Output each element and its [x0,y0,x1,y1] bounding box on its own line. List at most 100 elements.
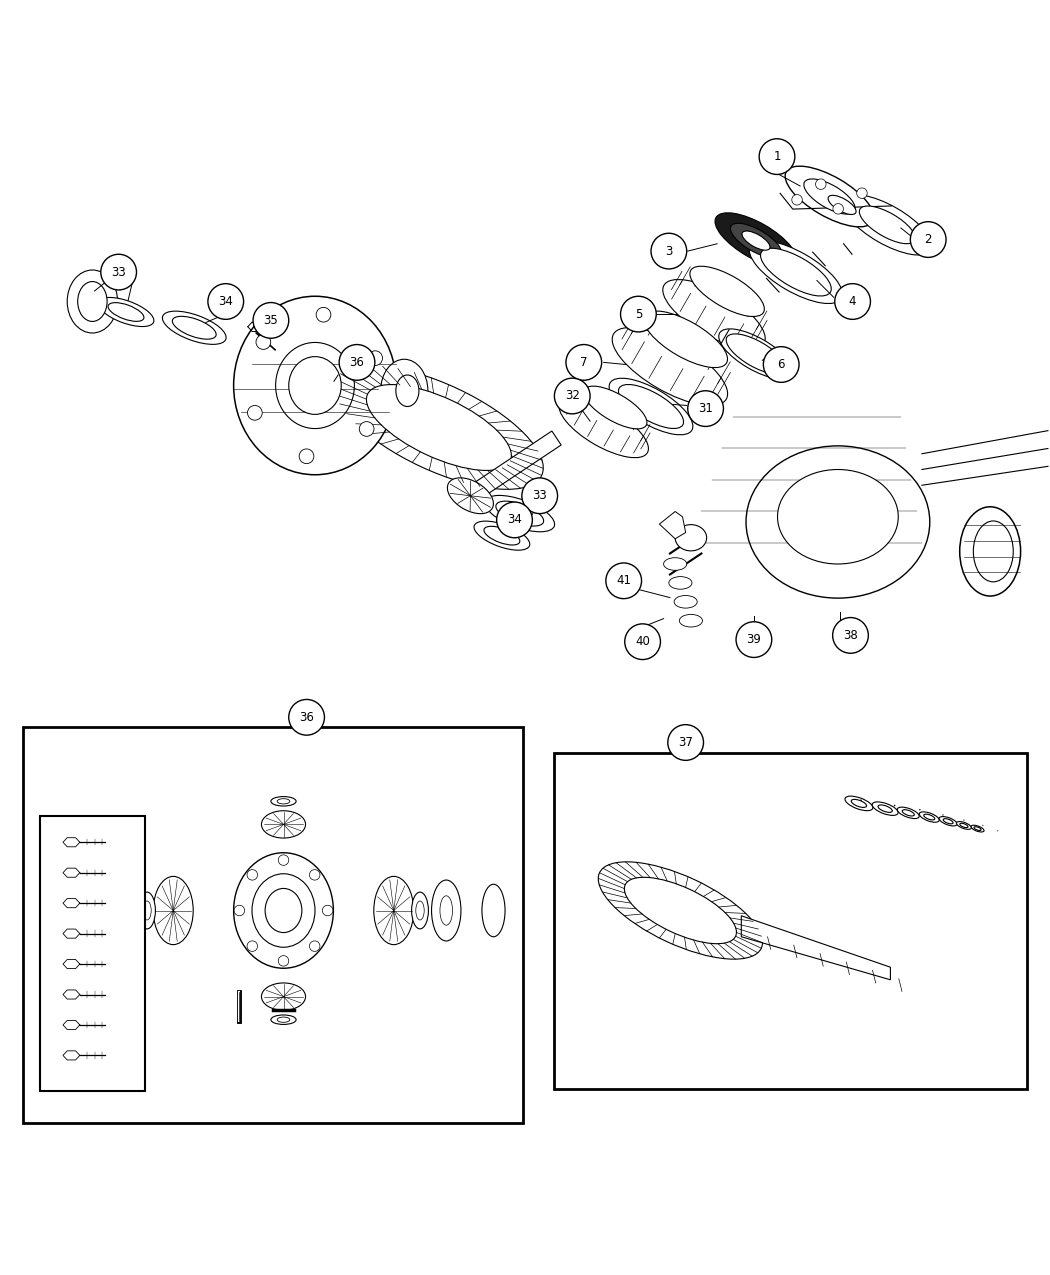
Ellipse shape [108,302,144,321]
Ellipse shape [878,805,892,812]
Circle shape [289,700,324,736]
Circle shape [759,139,795,175]
Polygon shape [659,511,686,539]
Text: 31: 31 [698,402,713,416]
Ellipse shape [496,501,544,527]
Text: 36: 36 [299,710,314,724]
Ellipse shape [271,1015,296,1024]
Ellipse shape [485,496,554,532]
Text: 1: 1 [773,150,781,163]
Circle shape [208,283,244,319]
Text: 3: 3 [665,245,673,258]
Ellipse shape [335,366,543,490]
Ellipse shape [747,446,930,598]
Ellipse shape [974,826,981,830]
Ellipse shape [98,297,154,326]
Circle shape [359,422,374,436]
Ellipse shape [517,505,533,516]
Polygon shape [63,929,80,938]
Ellipse shape [374,876,414,945]
Ellipse shape [750,241,842,303]
Circle shape [101,254,136,289]
Text: 36: 36 [350,356,364,368]
Ellipse shape [233,296,397,474]
Ellipse shape [785,166,874,227]
Polygon shape [63,868,80,877]
Ellipse shape [663,279,765,348]
Ellipse shape [366,385,511,470]
Ellipse shape [804,179,855,214]
Text: 40: 40 [635,635,650,648]
Ellipse shape [664,557,687,570]
Ellipse shape [973,521,1013,581]
Ellipse shape [924,815,934,820]
Ellipse shape [584,386,647,428]
Ellipse shape [644,311,728,367]
Circle shape [248,405,262,421]
Circle shape [310,870,320,880]
Ellipse shape [957,821,971,829]
Circle shape [310,941,320,951]
Ellipse shape [163,311,226,344]
Circle shape [688,390,723,426]
Circle shape [316,307,331,323]
Circle shape [833,617,868,653]
Circle shape [497,502,532,538]
Text: 4: 4 [848,295,857,309]
Circle shape [247,870,257,880]
Ellipse shape [67,270,118,333]
Ellipse shape [873,802,898,816]
Ellipse shape [396,375,419,407]
Circle shape [322,905,333,915]
Text: 34: 34 [507,514,522,527]
Circle shape [278,956,289,966]
Circle shape [763,347,799,382]
FancyBboxPatch shape [554,754,1027,1089]
Text: 33: 33 [532,490,547,502]
Circle shape [833,204,843,214]
Ellipse shape [416,901,424,921]
Polygon shape [470,431,561,500]
Circle shape [816,179,826,190]
Polygon shape [741,915,890,979]
Ellipse shape [612,328,728,405]
Text: 33: 33 [111,265,126,279]
Ellipse shape [943,819,953,824]
Text: 5: 5 [634,307,643,320]
Ellipse shape [126,900,132,921]
FancyBboxPatch shape [40,816,145,1091]
Ellipse shape [275,343,355,428]
Circle shape [299,449,314,464]
Circle shape [234,905,245,915]
Ellipse shape [960,824,968,827]
Ellipse shape [277,798,290,805]
Text: 2: 2 [924,233,932,246]
Ellipse shape [432,880,461,941]
Circle shape [278,854,289,866]
Ellipse shape [122,890,136,932]
Ellipse shape [78,282,107,321]
Ellipse shape [380,360,428,422]
Circle shape [621,296,656,332]
Ellipse shape [625,877,736,944]
Ellipse shape [674,595,697,608]
Ellipse shape [971,825,984,833]
Ellipse shape [139,892,155,929]
Ellipse shape [679,615,702,627]
Circle shape [910,222,946,258]
Ellipse shape [920,812,939,822]
Circle shape [339,344,375,380]
Ellipse shape [289,357,341,414]
Ellipse shape [252,873,315,947]
Ellipse shape [777,469,899,564]
Circle shape [857,187,867,199]
Ellipse shape [484,527,520,544]
Ellipse shape [559,398,649,458]
Ellipse shape [669,576,692,589]
Circle shape [792,195,802,205]
Ellipse shape [143,901,151,921]
Circle shape [566,344,602,380]
Text: 41: 41 [616,574,631,588]
Polygon shape [63,899,80,908]
Circle shape [256,334,271,349]
